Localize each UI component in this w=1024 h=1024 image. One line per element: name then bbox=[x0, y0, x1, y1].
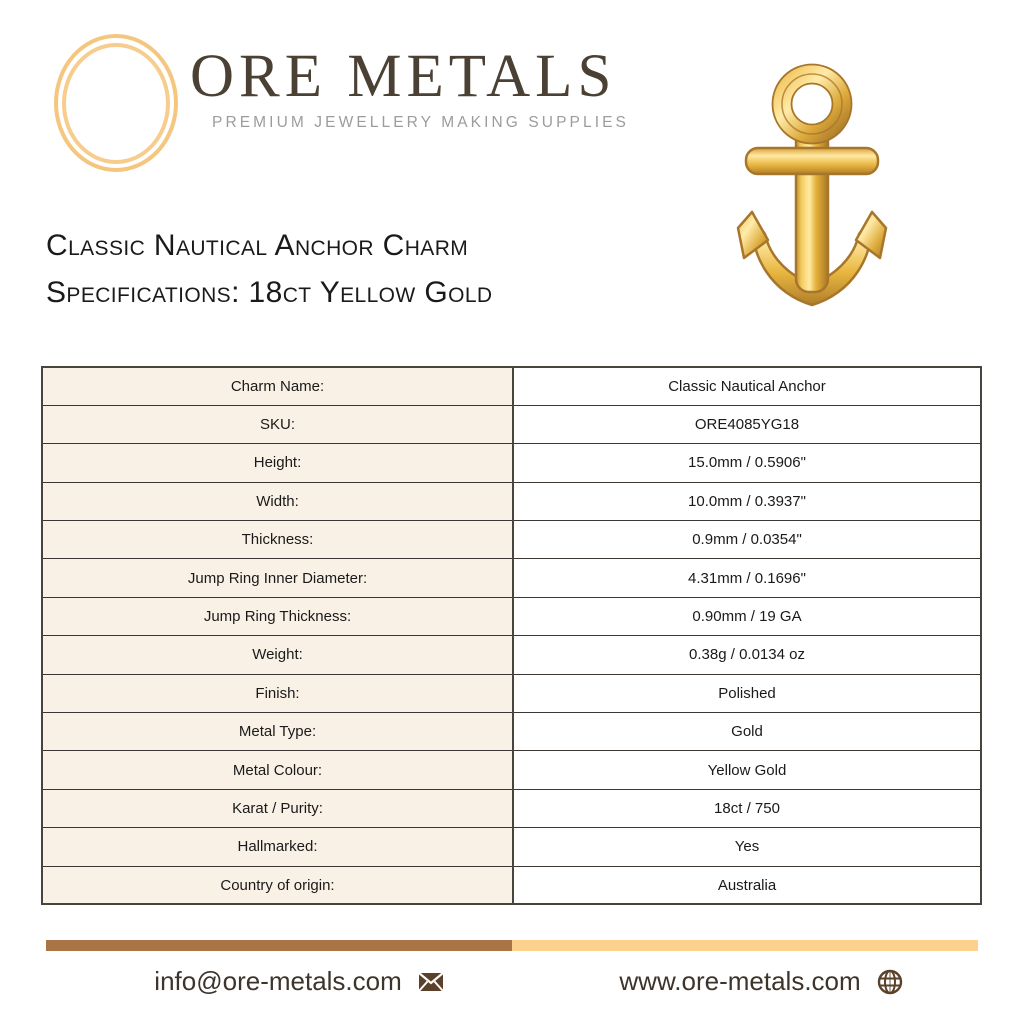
anchor-charm-icon bbox=[722, 62, 902, 312]
spec-value-cell: 4.31mm / 0.1696" bbox=[513, 558, 981, 598]
table-row: Width: 10.0mm / 0.3937" bbox=[42, 481, 981, 522]
specifications-heading: Specifications: 18ct Yellow Gold bbox=[46, 276, 493, 310]
table-row: SKU: ORE4085YG18 bbox=[42, 404, 981, 445]
spec-value-cell: 10.0mm / 0.3937" bbox=[513, 481, 981, 522]
logo-ring-outer bbox=[54, 34, 178, 172]
envelope-icon bbox=[418, 971, 444, 992]
spec-value-cell: Classic Nautical Anchor bbox=[513, 366, 981, 406]
divider-segment-right bbox=[512, 940, 978, 951]
table-row: Metal Type: Gold bbox=[42, 712, 981, 752]
table-row: Finish: Polished bbox=[42, 673, 981, 714]
spec-value-cell: 15.0mm / 0.5906" bbox=[513, 443, 981, 483]
spec-label-cell: Height: bbox=[42, 443, 514, 483]
table-row: Thickness: 0.9mm / 0.0354" bbox=[42, 520, 981, 560]
spec-value-cell: 0.9mm / 0.0354" bbox=[513, 520, 981, 560]
table-row: Country of origin: Australia bbox=[42, 865, 981, 905]
globe-icon bbox=[877, 969, 903, 995]
specifications-table: Charm Name: Classic Nautical Anchor SKU: OR… bbox=[41, 366, 982, 906]
spec-value-cell: Australia bbox=[513, 865, 981, 905]
spec-value-cell: Polished bbox=[513, 673, 981, 714]
spec-label-cell: Metal Type: bbox=[42, 712, 514, 752]
spec-value-cell: Gold bbox=[513, 712, 981, 752]
table-row: Charm Name: Classic Nautical Anchor bbox=[42, 366, 981, 406]
spec-label-cell: Width: bbox=[42, 481, 514, 522]
spec-label-cell: Thickness: bbox=[42, 520, 514, 560]
page-title: Classic Nautical Anchor Charm Specificat… bbox=[46, 222, 492, 317]
spec-value-cell: 18ct / 750 bbox=[513, 788, 981, 829]
brand-wordmark: ORE METALS bbox=[190, 43, 617, 110]
spec-value-cell: Yellow Gold bbox=[513, 750, 981, 790]
spec-value-cell: ORE4085YG18 bbox=[513, 404, 981, 445]
spec-label-cell: Hallmarked: bbox=[42, 827, 514, 867]
brand-text: ORE METALS PREMIUM JEWELLERY MAKING SUPP… bbox=[190, 32, 629, 132]
table-row: Jump Ring Inner Diameter: 4.31mm / 0.1696… bbox=[42, 558, 981, 598]
table-row: Height: 15.0mm / 0.5906" bbox=[42, 443, 981, 483]
table-row: Weight: 0.38g / 0.0134 oz bbox=[42, 635, 981, 675]
double-ring-circle-icon bbox=[52, 32, 184, 178]
contact-website[interactable]: www.ore-metals.com bbox=[534, 966, 978, 997]
spec-label-cell: SKU: bbox=[42, 404, 514, 445]
spec-table-body: Charm Name: Classic Nautical Anchor SKU: OR… bbox=[42, 366, 981, 905]
website-url-text: www.ore-metals.com bbox=[619, 966, 861, 996]
table-row: Karat / Purity: 18ct / 750 bbox=[42, 788, 981, 829]
table-row: Hallmarked: Yes bbox=[42, 827, 981, 867]
table-row: Metal Colour: Yellow Gold bbox=[42, 750, 981, 790]
page-footer: info@ore-metals.com www.ore-metals.com bbox=[0, 928, 1024, 1024]
spec-label-cell: Weight: bbox=[42, 635, 514, 675]
divider-segment-left bbox=[46, 940, 512, 951]
spec-label-cell: Jump Ring Thickness: bbox=[42, 596, 514, 637]
spec-label-cell: Metal Colour: bbox=[42, 750, 514, 790]
footer-divider bbox=[46, 940, 978, 951]
logo-ring-inner bbox=[62, 43, 170, 164]
spec-value-cell: 0.38g / 0.0134 oz bbox=[513, 635, 981, 675]
email-address-text: info@ore-metals.com bbox=[154, 966, 402, 996]
product-title: Classic Nautical Anchor Charm bbox=[46, 229, 469, 262]
brand-logo: ORE METALS PREMIUM JEWELLERY MAKING SUPP… bbox=[52, 32, 629, 178]
contact-email[interactable]: info@ore-metals.com bbox=[46, 966, 534, 997]
table-row: Jump Ring Thickness: 0.90mm / 19 GA bbox=[42, 596, 981, 637]
spec-value-cell: Yes bbox=[513, 827, 981, 867]
spec-label-cell: Finish: bbox=[42, 673, 514, 714]
spec-label-cell: Jump Ring Inner Diameter: bbox=[42, 558, 514, 598]
spec-label-cell: Charm Name: bbox=[42, 366, 514, 406]
spec-label-cell: Karat / Purity: bbox=[42, 788, 514, 829]
footer-contacts: info@ore-metals.com www.ore-metals.com bbox=[46, 966, 978, 997]
page-header: ORE METALS PREMIUM JEWELLERY MAKING SUPP… bbox=[0, 0, 1024, 200]
spec-label-cell: Country of origin: bbox=[42, 865, 514, 905]
spec-value-cell: 0.90mm / 19 GA bbox=[513, 596, 981, 637]
brand-tagline: PREMIUM JEWELLERY MAKING SUPPLIES bbox=[212, 114, 629, 132]
